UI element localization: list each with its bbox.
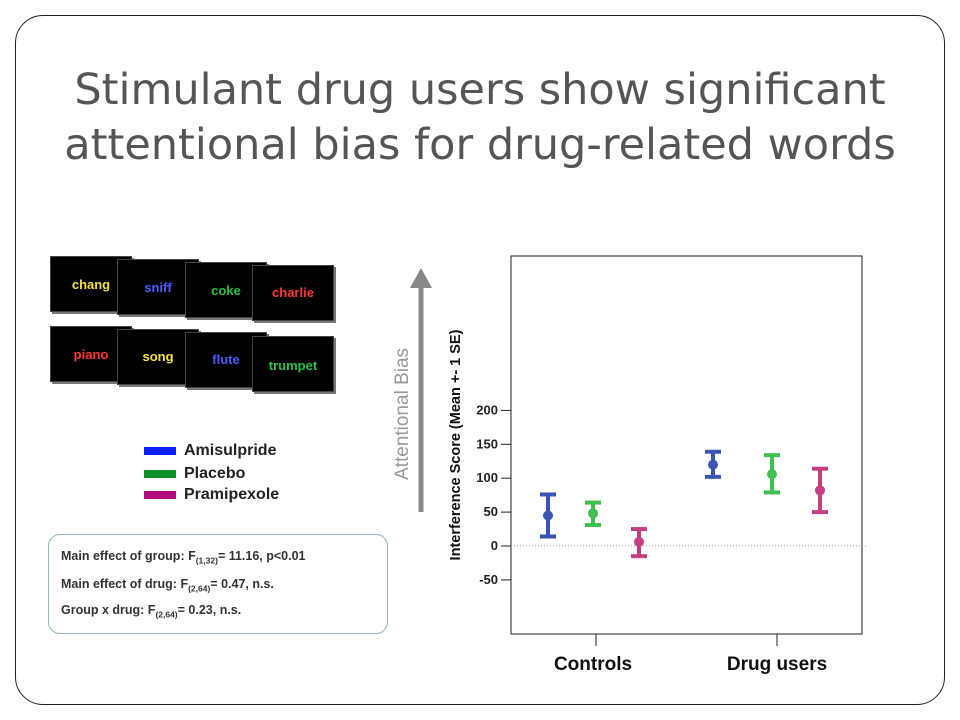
mean-point (708, 459, 718, 470)
stat-group: Main effect of group: F(1,32)= 11.16, p<… (61, 549, 306, 566)
y-tick-label: 50 (484, 504, 498, 519)
word-card-text: sniff (144, 280, 172, 295)
stat-df: (2,64) (188, 583, 211, 594)
x-tick-label: Controls (554, 654, 632, 675)
word-card-trumpet: trumpet (252, 336, 334, 392)
stat-value: = 11.16, p<0.01 (217, 549, 306, 563)
title-line-1: Stimulant drug users show significant (74, 65, 886, 115)
legend-label: Pramipexole (184, 486, 280, 503)
y-tick-label: 150 (476, 436, 498, 451)
stat-value: = 0.47, n.s. (210, 577, 274, 591)
legend-swatch (144, 491, 176, 499)
title-line-2: attentional bias for drug-related words (64, 120, 896, 170)
word-card-text: piano (73, 347, 109, 362)
legend-label: Placebo (184, 465, 246, 482)
stat-df: (2,64) (155, 609, 178, 620)
stat-df: (1,32) (195, 555, 218, 566)
mean-point (815, 485, 825, 496)
word-card-text: flute (212, 352, 240, 367)
arrow-head (410, 268, 432, 288)
slide-title: Stimulant drug users show significant at… (40, 63, 920, 173)
y-axis-label: Interference Score (Mean +- 1 SE) (448, 329, 464, 560)
word-card-text: coke (211, 283, 241, 298)
stat-text: Main effect of group: F (61, 549, 196, 563)
stat-interaction: Group x drug: F(2,64)= 0.23, n.s. (61, 603, 241, 620)
legend-swatch (144, 470, 176, 478)
y-tick-label: -50 (479, 572, 498, 587)
y-tick-label: 100 (476, 470, 498, 485)
statistics-box: Main effect of group: F(1,32)= 11.16, p<… (48, 534, 388, 634)
y-tick-label: 200 (476, 402, 498, 417)
chart-plot: -50 0 50 100 150 200 Interference Score (Mean … (448, 255, 868, 675)
word-card-text: trumpet (268, 358, 318, 373)
word-card-text: chang (71, 277, 111, 292)
mean-point (588, 508, 598, 519)
mean-point (634, 536, 644, 547)
word-card-text: song (142, 349, 174, 364)
legend-swatch (144, 447, 176, 455)
word-card-charlie: charlie (252, 265, 334, 321)
stat-text: Group x drug: F (61, 603, 156, 617)
attentional-bias-arrow (410, 268, 432, 512)
plot-frame (510, 255, 863, 635)
mean-point (543, 510, 553, 521)
stat-text: Main effect of drug: F (61, 577, 189, 591)
stat-value: = 0.23, n.s. (177, 603, 242, 617)
stat-drug: Main effect of drug: F(2,64)= 0.47, n.s. (61, 577, 274, 594)
word-card-text: charlie (272, 285, 314, 300)
y-tick-label: 0 (491, 538, 498, 553)
x-tick-label: Drug users (727, 654, 827, 675)
legend-label: Amisulpride (184, 442, 277, 459)
mean-point (767, 469, 777, 480)
